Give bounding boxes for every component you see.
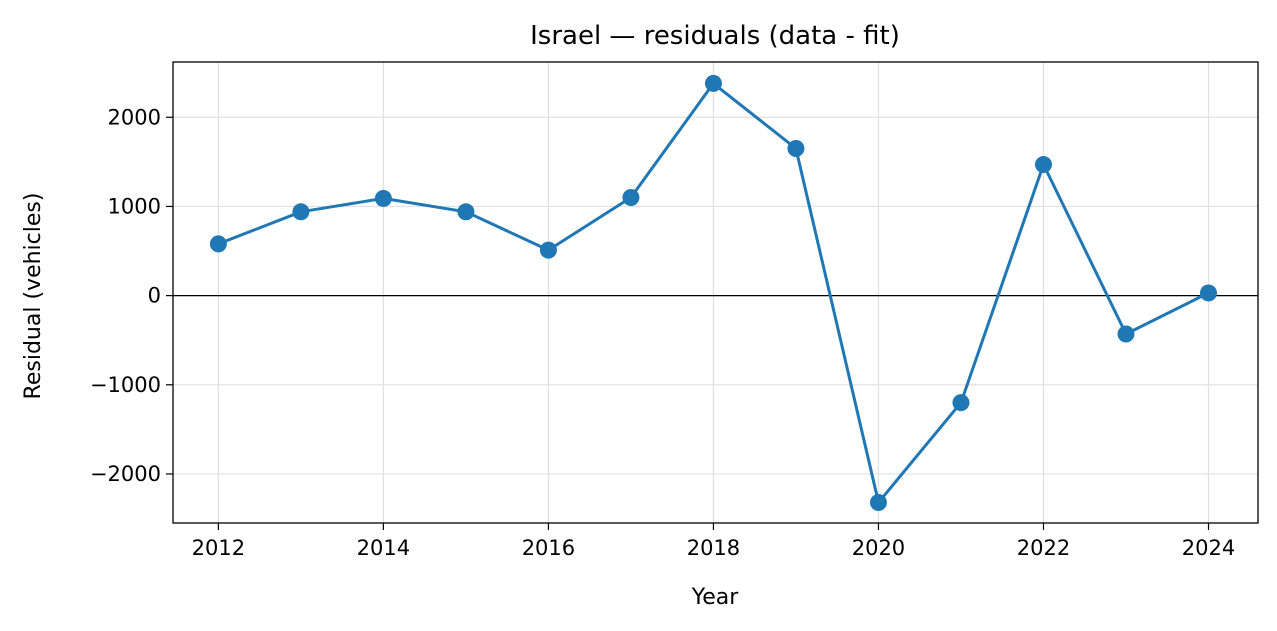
x-tick-label: 2022 [1017, 536, 1070, 560]
data-point [622, 189, 640, 207]
x-tick-label: 2018 [687, 536, 740, 560]
grid-lines [173, 62, 1258, 523]
data-point [374, 189, 392, 207]
data-point [787, 139, 805, 157]
data-point [539, 241, 557, 259]
plot-frame [172, 61, 1259, 524]
data-point [869, 493, 887, 511]
data-point [209, 235, 227, 253]
series-layer [209, 74, 1217, 511]
x-axis-ticks: 2012 2014 2016 2018 2020 2022 2024 [192, 523, 1235, 560]
data-point [457, 203, 475, 221]
y-tick-label: 2000 [108, 105, 161, 129]
data-point [952, 394, 970, 412]
chart-title: Israel — residuals (data - fit) [530, 21, 900, 51]
x-axis-title: Year [691, 585, 740, 610]
y-tick-label: −2000 [90, 462, 161, 486]
x-tick-label: 2014 [357, 536, 410, 560]
x-tick-label: 2020 [852, 536, 905, 560]
y-tick-label: 0 [148, 284, 161, 308]
x-tick-label: 2024 [1182, 536, 1235, 560]
data-point [292, 203, 310, 221]
x-tick-label: 2016 [522, 536, 575, 560]
data-point [1034, 156, 1052, 174]
data-point [1199, 284, 1217, 302]
y-axis-title: Residual (vehicles) [21, 193, 46, 400]
y-tick-label: 1000 [108, 194, 161, 218]
y-tick-label: −1000 [90, 373, 161, 397]
data-point [1117, 325, 1135, 343]
data-point [704, 74, 722, 92]
x-tick-label: 2012 [192, 536, 245, 560]
y-axis-ticks: −2000 −1000 0 1000 2000 [90, 105, 173, 486]
